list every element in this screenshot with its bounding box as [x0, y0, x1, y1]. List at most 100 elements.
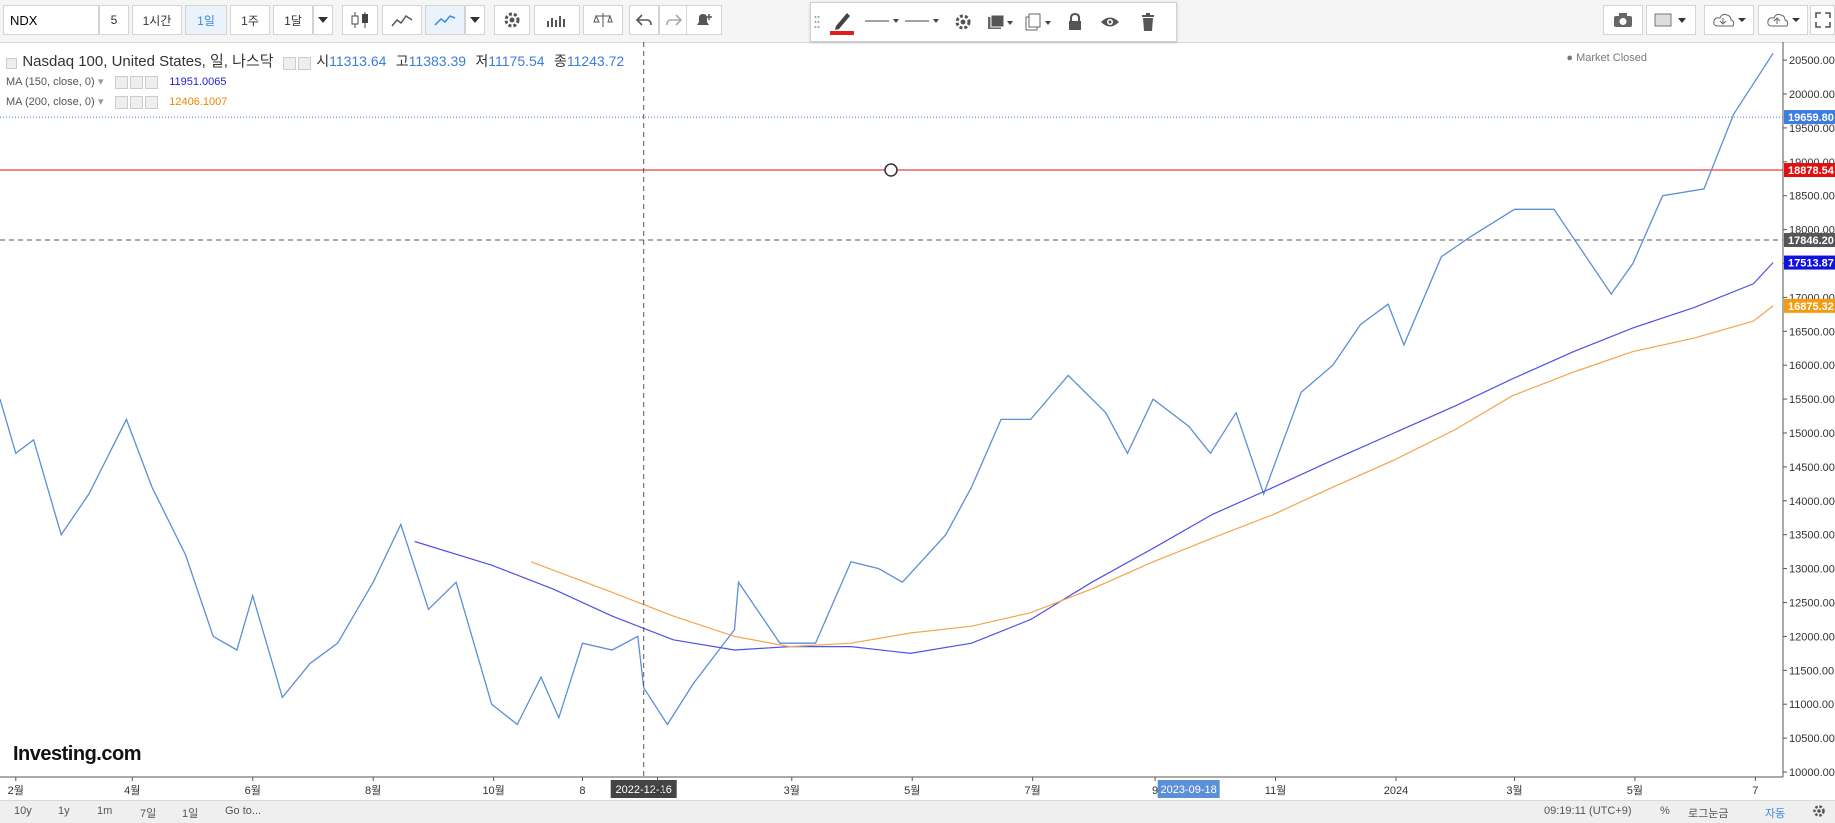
legend-close-label: 종: [553, 53, 567, 69]
scale-icon: [593, 13, 613, 27]
price-label-badge: [1784, 110, 1835, 125]
ma150-line: [414, 262, 1774, 655]
ma200-action-icons[interactable]: [114, 95, 160, 109]
delete-button[interactable]: [1133, 7, 1163, 37]
legend-ma200[interactable]: MA (200, close, 0) ▾ 12406.1007: [6, 94, 227, 109]
legend-open-value: 11313.64: [329, 53, 387, 69]
y-tick-label: 16000.00: [1789, 360, 1835, 372]
y-tick-label: 12500.00: [1789, 598, 1835, 610]
gear-icon[interactable]: [1812, 804, 1826, 821]
redo-icon: [666, 14, 682, 26]
chevron-down-icon[interactable]: ▾: [98, 76, 104, 88]
marker-date-badge: [1157, 780, 1220, 798]
range-1m-button[interactable]: 1m: [97, 805, 113, 817]
line-style-button[interactable]: [425, 5, 465, 35]
auto-scale-toggle[interactable]: 자동: [1765, 808, 1786, 820]
crosshair-date-badge: [610, 780, 677, 798]
line-style-dropdown-button[interactable]: [903, 7, 941, 37]
legend-low-value: 11175.54: [488, 53, 545, 69]
symbol-input[interactable]: [3, 5, 99, 35]
legend-open-label: 시: [316, 53, 330, 69]
load-from-cloud-button[interactable]: [1704, 5, 1754, 35]
price-label-text: 16875.32: [1788, 301, 1834, 313]
interval-1mo-button[interactable]: 1달: [273, 5, 313, 35]
ma200-value: 12406.1007: [169, 96, 228, 108]
indicators-button[interactable]: [534, 5, 580, 35]
drag-handle-icon[interactable]: [813, 7, 821, 37]
x-tick-label: 8월: [365, 784, 381, 797]
alert-button[interactable]: [686, 5, 722, 35]
x-tick-label: 5월: [1627, 784, 1643, 797]
range-1d-button[interactable]: 1일: [182, 808, 199, 820]
x-tick-label: 7월: [1025, 784, 1041, 797]
clone-button[interactable]: [1021, 7, 1055, 37]
fullscreen-button[interactable]: [1810, 5, 1835, 35]
market-status-text: Market Closed: [1576, 52, 1647, 64]
chevron-down-icon[interactable]: ▾: [98, 96, 104, 108]
clock-text: 09:19:11 (UTC+9): [1544, 805, 1632, 817]
x-tick-label: 3월: [784, 784, 800, 797]
goto-button[interactable]: Go to...: [225, 805, 262, 817]
save-to-cloud-button[interactable]: [1758, 5, 1808, 35]
log-scale-toggle[interactable]: 로그눈금: [1688, 808, 1729, 820]
camera-icon: [1614, 13, 1632, 27]
line-color-button[interactable]: [825, 7, 859, 37]
range-7d-button[interactable]: 7일: [140, 808, 157, 820]
bell-plus-icon: [697, 14, 712, 25]
interval-dropdown-button[interactable]: [313, 5, 333, 35]
chevron-down-icon: [318, 17, 328, 23]
price-label-text: 17513.87: [1788, 258, 1834, 270]
legend-high-value: 11383.39: [408, 53, 467, 69]
watermark-text: Investing.com: [13, 743, 141, 765]
interval-1w-button[interactable]: 1주: [230, 5, 270, 35]
ma150-action-icons[interactable]: [114, 75, 160, 89]
x-tick-label: 4월: [124, 784, 140, 797]
drawing-toolbar: [810, 2, 1177, 42]
marker-date-label: 2023-09-18: [1161, 784, 1217, 796]
chart-type-dropdown-button[interactable]: [465, 5, 485, 35]
investing-logo: Investing.com: [13, 743, 141, 766]
legend-action-icons[interactable]: [282, 56, 313, 70]
interval-1h-button[interactable]: 1시간: [132, 5, 182, 35]
layout-button[interactable]: [1646, 5, 1696, 35]
price-label-badge: [1784, 233, 1835, 248]
candlestick-button[interactable]: [342, 5, 378, 35]
hide-button[interactable]: [1095, 7, 1125, 37]
interval-5-button[interactable]: 5: [99, 5, 129, 35]
x-tick-label: 8: [579, 785, 585, 797]
undo-button[interactable]: [629, 5, 659, 35]
layers-icon: [988, 14, 1013, 29]
legend-ma150[interactable]: MA (150, close, 0) ▾ 11951.0065: [6, 74, 227, 89]
range-1y-button[interactable]: 1y: [58, 805, 70, 817]
x-tick-label: 3월: [1506, 784, 1522, 797]
line-chart-type-button[interactable]: [382, 5, 422, 35]
percent-scale-toggle[interactable]: %: [1660, 805, 1670, 817]
line-style-icon: [905, 19, 939, 23]
redo-button[interactable]: [659, 5, 689, 35]
undo-icon: [636, 14, 652, 26]
y-tick-label: 20500.00: [1789, 55, 1835, 67]
y-tick-label: 19500.00: [1789, 123, 1835, 135]
y-tick-label: 13500.00: [1789, 530, 1835, 542]
lock-button[interactable]: [1061, 7, 1089, 37]
range-10y-button[interactable]: 10y: [14, 805, 32, 817]
line-drag-handle[interactable]: [884, 163, 898, 177]
legend-low-label: 저: [475, 53, 489, 69]
compare-button[interactable]: [583, 5, 623, 35]
y-tick-label: 15000.00: [1789, 428, 1835, 440]
x-tick-label: 2024: [1384, 785, 1408, 797]
visibility-intervals-button[interactable]: [983, 7, 1017, 37]
x-tick-label: 23: [651, 785, 663, 797]
collapse-legend-icon[interactable]: [6, 56, 19, 70]
screenshot-button[interactable]: [1603, 5, 1643, 35]
ma200-line: [530, 305, 1774, 648]
line-width-button[interactable]: [863, 7, 901, 37]
price-series-line: [0, 52, 1774, 726]
y-tick-label: 14500.00: [1789, 462, 1835, 474]
y-tick-label: 12000.00: [1789, 631, 1835, 643]
interval-1d-button[interactable]: 1일: [185, 5, 227, 35]
settings-button[interactable]: [494, 5, 530, 35]
x-tick-label: 9: [1152, 785, 1158, 797]
drawing-settings-button[interactable]: [949, 7, 977, 37]
price-chart[interactable]: 2022-12-16 2023-09-18 10000.00 10500.00 110…: [0, 42, 1835, 800]
